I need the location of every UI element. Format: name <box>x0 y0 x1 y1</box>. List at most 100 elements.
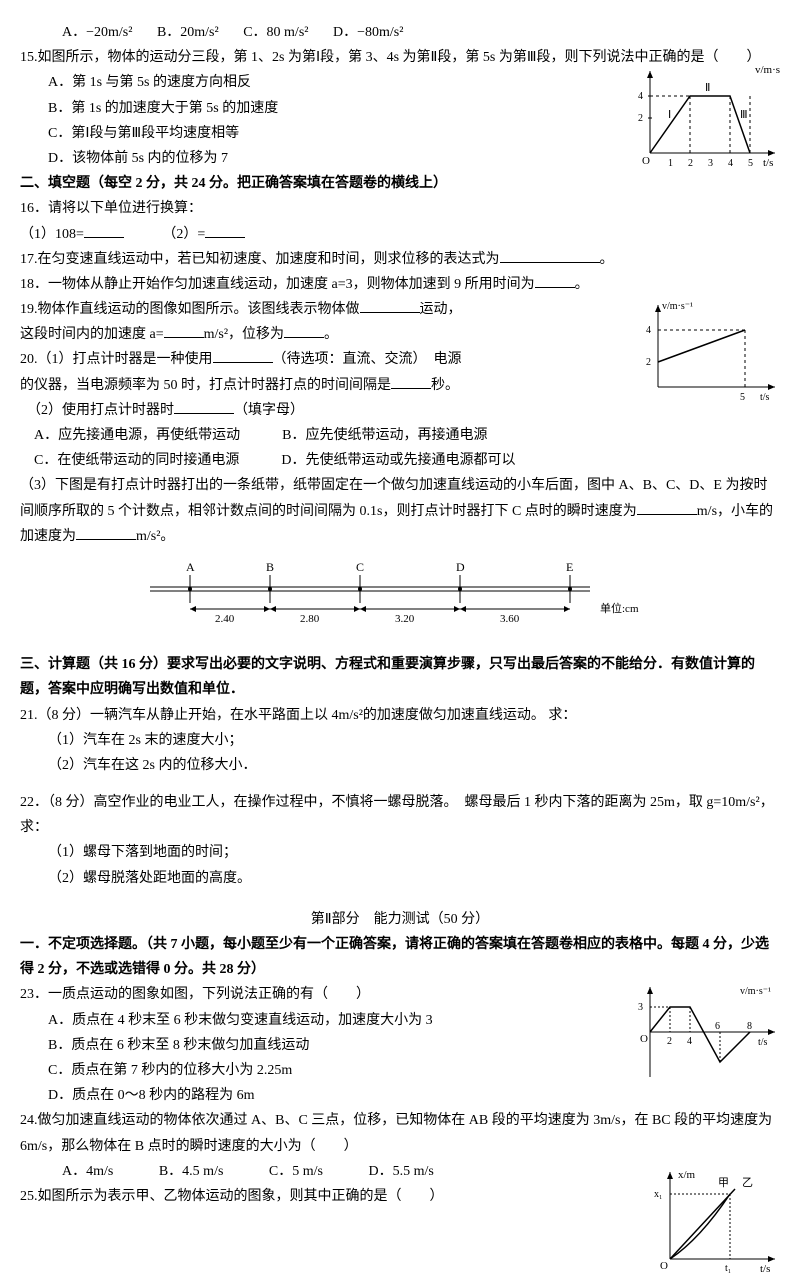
svg-text:3: 3 <box>638 1002 643 1013</box>
q23: v/m·s⁻¹ t/s 3 2 4 6 8 O 23．一质点运动的图象如图，下列… <box>20 982 780 1108</box>
svg-text:2.80: 2.80 <box>300 613 320 625</box>
q24-a: A．4m/s <box>62 1159 113 1184</box>
blank <box>174 399 234 414</box>
svg-text:4: 4 <box>646 325 651 336</box>
q20-b: B．应先使纸带运动，再接通电源 <box>282 428 487 443</box>
q24-d: D．5.5 m/s <box>369 1159 434 1184</box>
blank <box>164 323 204 338</box>
tape-diagram: A B C D E 2.40 2.80 3.20 3.60 单位:cm <box>20 557 780 636</box>
q20-p3c: m/s²。 <box>136 529 174 544</box>
q20-opts-row2: C．在使纸带运动的同时接通电源 D．先使纸带运动或先接通电源都可以 <box>20 448 780 473</box>
q17: 17.在匀变速直线运动中，若已知初速度、加速度和时间，则求位移的表达式为。 <box>20 247 780 272</box>
blank <box>360 298 420 313</box>
q19-l1b: 运动， <box>420 302 462 317</box>
q22-p1: （1）螺母下落到地面的时间； <box>20 840 780 865</box>
q20: 20.（1）打点计时器是一种使用 （待选项：直流、交流） 电源 的仪器，当电源频率… <box>20 347 620 423</box>
q18-text: 18．一物体从静止开始作匀加速直线运动，加速度 a=3，则物体加速到 9 所用时… <box>20 277 535 292</box>
svg-text:O: O <box>660 1260 668 1272</box>
svg-text:Ⅲ: Ⅲ <box>740 109 748 121</box>
svg-text:O: O <box>642 155 650 167</box>
svg-text:3: 3 <box>708 158 713 169</box>
svg-text:4: 4 <box>687 1036 692 1047</box>
q21-stem: 21.（8 分）一辆汽车从静止开始，在水平路面上以 4m/s²的加速度做匀加速直… <box>20 703 780 728</box>
q14-opt-b: B．20m/s² <box>157 20 219 45</box>
q14-opt-a: A．−20m/s² <box>62 20 132 45</box>
q19-chart: v/m·s⁻¹ t/s 2 4 5 <box>640 297 780 407</box>
q24-c: C．5 m/s <box>269 1159 323 1184</box>
svg-text:v/m·s⁻¹: v/m·s⁻¹ <box>740 986 771 997</box>
svg-text:2: 2 <box>688 158 693 169</box>
q22: 22．（8 分）高空作业的电业工人，在操作过程中，不慎将一螺母脱落。 螺母最后 … <box>20 790 780 891</box>
svg-text:甲: 甲 <box>718 1177 729 1189</box>
q21-p1: （1）汽车在 2s 末的速度大小； <box>20 728 780 753</box>
q20-l2a: 的仪器，当电源频率为 50 时，打点计时器打点的时间间隔是 <box>20 378 391 393</box>
blank <box>535 273 575 288</box>
svg-text:A: A <box>186 560 195 574</box>
svg-text:2: 2 <box>646 357 651 368</box>
q24-b: B．4.5 m/s <box>159 1159 224 1184</box>
svg-text:Ⅱ: Ⅱ <box>705 82 710 94</box>
q20-l1a: 20.（1）打点计时器是一种使用 <box>20 352 213 367</box>
svg-text:Ⅰ: Ⅰ <box>668 109 671 121</box>
q20-opts-row1: A．应先接通电源，再使纸带运动 B．应先使纸带运动，再接通电源 <box>20 423 780 448</box>
q20-l3a: （2）使用打点计时器时 <box>34 403 174 418</box>
q16-stem: 16．请将以下单位进行换算： <box>20 201 202 216</box>
q18-end: 。 <box>575 277 589 292</box>
svg-text:2: 2 <box>667 1036 672 1047</box>
svg-text:5: 5 <box>740 392 745 403</box>
q23-d: D．质点在 0～8 秒内的路程为 6m <box>20 1083 780 1108</box>
q19-q20-block: v/m·s⁻¹ t/s 2 4 5 19.物体作直线运动的图像如图所示。该图线表… <box>20 297 780 473</box>
q16: 16．请将以下单位进行换算： （1）108= （2）= <box>20 196 780 246</box>
svg-text:B: B <box>266 560 274 574</box>
blank <box>284 323 324 338</box>
svg-text:v/m·s⁻¹: v/m·s⁻¹ <box>755 64 780 76</box>
q15-chart: v/m·s⁻¹ t/s 2 4 1 2 3 4 5 Ⅰ Ⅱ Ⅲ O <box>630 63 780 173</box>
svg-text:2: 2 <box>638 113 643 124</box>
svg-text:2.40: 2.40 <box>215 613 235 625</box>
q22-p2: （2）螺母脱落处距地面的高度。 <box>20 866 780 891</box>
svg-text:t₁: t₁ <box>725 1263 731 1274</box>
q21: 21.（8 分）一辆汽车从静止开始，在水平路面上以 4m/s²的加速度做匀加速直… <box>20 703 780 779</box>
q16-p2: （2）= <box>169 227 205 242</box>
svg-text:3.60: 3.60 <box>500 613 520 625</box>
q16-p1: （1）108= <box>20 227 84 242</box>
q19-l2b: m/s²，位移为 <box>204 327 284 342</box>
blank <box>213 348 273 363</box>
q18: 18．一物体从静止开始作匀加速直线运动，加速度 a=3，则物体加速到 9 所用时… <box>20 272 780 297</box>
svg-text:4: 4 <box>638 91 643 102</box>
svg-text:x/m: x/m <box>678 1169 696 1181</box>
q17-end: 。 <box>600 252 614 267</box>
svg-text:E: E <box>566 560 573 574</box>
q19-l1a: 19.物体作直线运动的图像如图所示。该图线表示物体做 <box>20 302 360 317</box>
q25-stem: 25.如图所示为表示甲、乙物体运动的图象，则其中正确的是（ ） <box>20 1184 620 1209</box>
svg-text:t/s: t/s <box>760 392 770 403</box>
q24-stem: 24.做匀加速直线运动的物体依次通过 A、B、C 三点，位移，已知物体在 AB … <box>20 1108 780 1158</box>
q25-chart: x/m t/s 甲 乙 x₁ t₁ O <box>650 1164 780 1274</box>
svg-text:5: 5 <box>748 158 753 169</box>
q14-options: A．−20m/s² B．20m/s² C．80 m/s² D．−80m/s² <box>20 20 780 45</box>
q14-opt-d: D．−80m/s² <box>333 20 403 45</box>
q21-p2: （2）汽车在这 2s 内的位移大小． <box>20 753 780 778</box>
blank <box>76 525 136 540</box>
svg-text:3.20: 3.20 <box>395 613 415 625</box>
section-2-heading: 二、填空题（每空 2 分，共 24 分。把正确答案填在答题卷的横线上） <box>20 171 780 196</box>
q20-l3b: （填字母） <box>234 403 304 418</box>
q20-l1b: （待选项：直流、交流） 电源 <box>273 352 462 367</box>
part2-heading: 第Ⅱ部分 能力测试（50 分） <box>20 907 780 932</box>
q20-c: C．在使纸带运动的同时接通电源 <box>34 453 239 468</box>
svg-text:O: O <box>640 1033 648 1045</box>
q20-l2b: 秒。 <box>431 378 459 393</box>
svg-text:6: 6 <box>715 1021 720 1032</box>
q25: x/m t/s 甲 乙 x₁ t₁ O 25.如图所示为表示甲、乙物体运动的图象… <box>20 1184 780 1209</box>
svg-text:单位:cm: 单位:cm <box>600 601 639 615</box>
blank <box>391 374 431 389</box>
svg-text:1: 1 <box>668 158 673 169</box>
q15: 15.如图所示，物体的运动分三段，第 1、2s 为第Ⅰ段，第 3、4s 为第Ⅱ段… <box>20 45 780 171</box>
blank <box>637 500 697 515</box>
q19-l2c: 。 <box>324 327 338 342</box>
svg-text:t/s: t/s <box>760 1263 770 1274</box>
svg-text:4: 4 <box>728 158 733 169</box>
blank <box>205 223 245 238</box>
svg-text:t/s: t/s <box>758 1037 768 1048</box>
svg-text:v/m·s⁻¹: v/m·s⁻¹ <box>662 301 693 312</box>
